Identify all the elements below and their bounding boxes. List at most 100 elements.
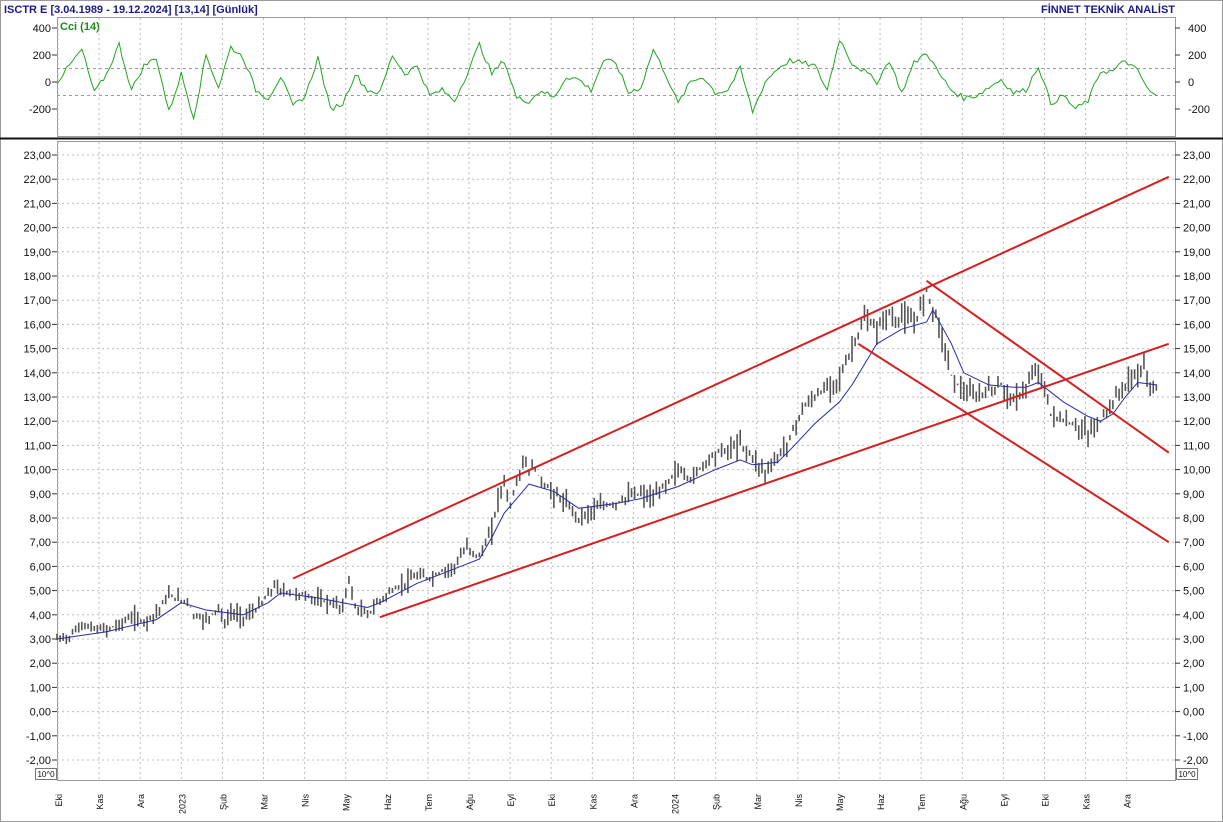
price-y-label: 7,00 — [1183, 537, 1204, 549]
cci-reference-lines — [57, 68, 1175, 96]
moving-average-line — [56, 308, 1157, 640]
x-tick-label: Haz — [876, 794, 886, 811]
scale-badge-right — [1176, 768, 1198, 780]
scale-badge-right-text: 10^0 — [1178, 770, 1196, 779]
x-tick-label: Kas — [1082, 794, 1092, 810]
x-tick-label: Kas — [588, 794, 598, 810]
cci-y-label: -200 — [1188, 104, 1210, 116]
price-y-label: 22,00 — [23, 174, 51, 186]
symbol-info: ISCTR E [3.04.1989 - 19.12.2024] [13,14]… — [4, 4, 258, 16]
x-tick-label: Şub — [712, 794, 722, 810]
cci-line — [56, 40, 1157, 121]
x-tick-label: Haz — [383, 794, 393, 811]
price-y-label: -1,00 — [1183, 731, 1208, 743]
scale-badge-left — [35, 768, 57, 780]
x-tick-label: Eki — [1040, 794, 1050, 807]
price-y-label: 8,00 — [1183, 513, 1204, 525]
price-y-label: 19,00 — [23, 247, 51, 259]
price-y-label: 2,00 — [1183, 658, 1204, 670]
cci-layer — [56, 40, 1157, 121]
price-y-label: 0,00 — [30, 707, 51, 719]
x-tick-label: Ağu — [958, 794, 968, 810]
x-tick-label: Mar — [260, 794, 270, 810]
price-y-label: 20,00 — [23, 223, 51, 235]
x-tick-label: Eki — [54, 794, 64, 807]
price-y-label: 5,00 — [30, 586, 51, 598]
price-y-label: 2,00 — [30, 658, 51, 670]
price-y-label: 8,00 — [30, 513, 51, 525]
x-tick-label: Eyl — [506, 794, 516, 807]
price-y-label: -2,00 — [26, 755, 51, 767]
price-y-label: 23,00 — [23, 150, 51, 162]
x-tick-label: Mar — [753, 794, 763, 810]
price-panel-frame — [57, 141, 1176, 781]
price-y-label: 10,00 — [23, 465, 51, 477]
price-y-label: 21,00 — [23, 198, 51, 210]
trendline — [379, 342, 1170, 619]
price-y-label: 16,00 — [23, 319, 51, 331]
x-tick-label: May — [342, 794, 352, 812]
indicator-panel-frame — [57, 17, 1176, 137]
x-tick-label: Ara — [629, 794, 639, 808]
cci-y-label: 400 — [1188, 23, 1206, 35]
price-y-label: 19,00 — [1183, 247, 1211, 259]
cci-y-label: 200 — [33, 50, 51, 62]
price-y-label: -1,00 — [26, 731, 51, 743]
price-y-label: 18,00 — [23, 271, 51, 283]
price-y-label: 20,00 — [1183, 223, 1211, 235]
cci-y-label: 400 — [33, 23, 51, 35]
price-y-label: 6,00 — [30, 561, 51, 573]
x-tick-label: Ağu — [465, 794, 475, 810]
price-y-label: 12,00 — [23, 416, 51, 428]
price-y-label: 11,00 — [1183, 440, 1210, 452]
price-y-label: 4,00 — [30, 610, 51, 622]
x-axis: Eki Kas Ara 2023 Şub Mar Nis May Haz Tem Ağu Eyl Eki… — [54, 794, 1133, 815]
price-y-label: 1,00 — [30, 682, 51, 694]
x-tick-label: Şub — [218, 794, 228, 810]
price-y-label: 17,00 — [23, 295, 51, 307]
price-y-label: 17,00 — [1183, 295, 1211, 307]
cci-y-label: 0 — [1188, 77, 1194, 89]
price-y-label: 15,00 — [1183, 344, 1211, 356]
cci-y-label: -200 — [29, 104, 51, 116]
x-tick-label: May — [835, 794, 845, 812]
price-y-label: 22,00 — [1183, 174, 1211, 186]
price-y-label: 14,00 — [23, 368, 51, 380]
price-y-label: 21,00 — [1183, 198, 1211, 210]
x-tick-label: Ara — [136, 794, 146, 808]
x-tick-label: Eyl — [999, 794, 1009, 807]
x-tick-label: Nis — [301, 794, 311, 807]
price-y-label: 5,00 — [1183, 586, 1204, 598]
grid — [57, 18, 1175, 780]
price-y-label: 12,00 — [1183, 416, 1211, 428]
price-y-label: 9,00 — [30, 489, 51, 501]
price-y-label: 7,00 — [30, 537, 51, 549]
x-tick-label: Ara — [1123, 794, 1133, 808]
price-y-label: -2,00 — [1183, 755, 1208, 767]
price-y-label: 9,00 — [1183, 489, 1204, 501]
trendlines — [292, 175, 1170, 619]
price-y-label: 13,00 — [1183, 392, 1211, 404]
x-tick-label: Tem — [424, 794, 434, 811]
x-tick-label: Eki — [547, 794, 557, 807]
price-y-label: 1,00 — [1183, 682, 1204, 694]
price-y-label: 3,00 — [30, 634, 51, 646]
indicator-label: Cci (14) — [60, 21, 100, 33]
cci-y-label: 200 — [1188, 50, 1206, 62]
price-y-label: 16,00 — [1183, 319, 1211, 331]
x-tick-label: Kas — [95, 794, 105, 810]
cci-y-axis-left: 400 200 0 -200 — [29, 23, 57, 116]
cci-y-label: 0 — [45, 77, 51, 89]
trendline — [292, 175, 1170, 580]
trendline — [857, 342, 1170, 544]
price-y-label: 6,00 — [1183, 561, 1204, 573]
moving-average-layer — [56, 308, 1157, 640]
price-y-label: 10,00 — [1183, 465, 1211, 477]
cci-y-axis-right: 400 200 0 -200 — [1175, 23, 1210, 116]
price-y-label: 0,00 — [1183, 707, 1204, 719]
x-tick-label: 2024 — [671, 794, 681, 814]
trendline — [925, 280, 1170, 454]
price-y-label: 13,00 — [23, 392, 51, 404]
scale-badge-left-text: 10^0 — [37, 770, 55, 779]
